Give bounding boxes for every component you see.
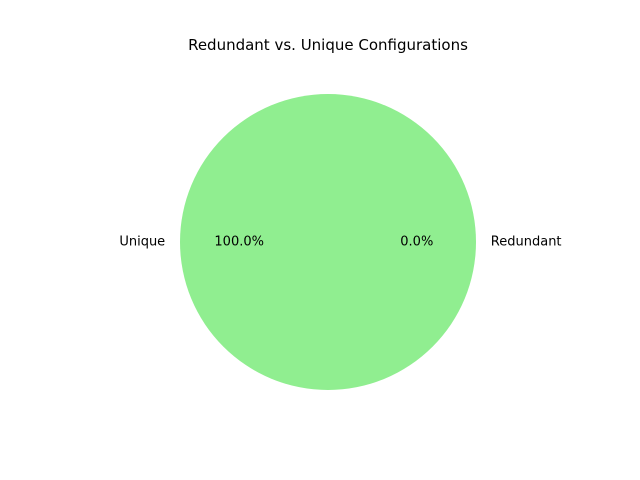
pie-slices bbox=[180, 94, 476, 390]
slice-percent-redundant: 0.0% bbox=[400, 235, 433, 250]
slice-label-unique: Unique bbox=[119, 235, 165, 250]
chart-title: Redundant vs. Unique Configurations bbox=[188, 36, 468, 54]
slice-percent-unique: 100.0% bbox=[214, 235, 264, 250]
slice-label-redundant: Redundant bbox=[491, 235, 562, 250]
pie-slice-unique bbox=[180, 94, 476, 390]
pie-labels: Redundant 0.0% Unique 100.0% bbox=[119, 235, 561, 250]
